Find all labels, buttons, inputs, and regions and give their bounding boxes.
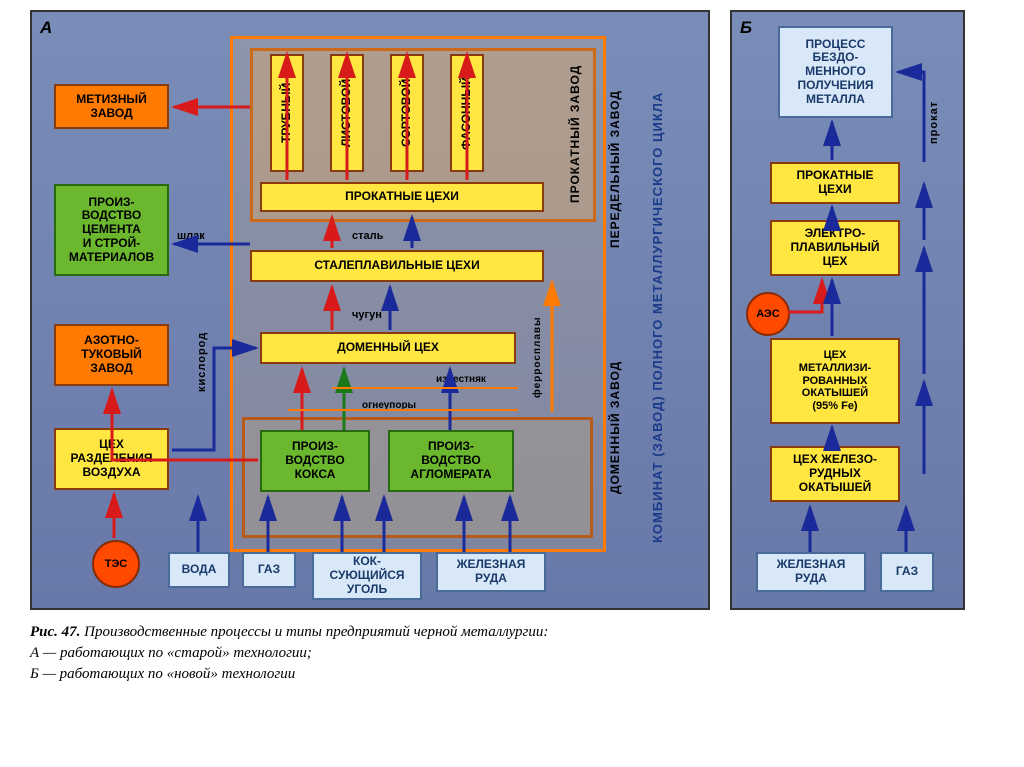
box-aglom: ПРОИЗ- ВОДСТВО АГЛОМЕРАТА	[388, 430, 514, 492]
box-fason: ФАСОННЫЙ	[450, 54, 484, 172]
panel-a-label: А	[40, 18, 52, 38]
box-metaliz: ЦЕХ МЕТАЛЛИЗИ- РОВАННЫХ ОКАТЫШЕЙ (95% Fe…	[770, 338, 900, 424]
label-chugun: чугун	[352, 309, 382, 321]
circle-tes: ТЭС	[92, 540, 140, 588]
vtext-domen-zavod: ДОМЕННЫЙ ЗАВОД	[608, 312, 622, 542]
box-ruda: ЖЕЛЕЗНАЯ РУДА	[436, 552, 546, 592]
box-voda: ВОДА	[168, 552, 230, 588]
box-b-ruda: ЖЕЛЕЗНАЯ РУДА	[756, 552, 866, 592]
box-sort: СОРТОВОЙ	[390, 54, 424, 172]
caption: Рис. 47. Производственные процессы и тип…	[30, 622, 994, 685]
box-elektro: ЭЛЕКТРО- ПЛАВИЛЬНЫЙ ЦЕХ	[770, 220, 900, 276]
box-b-gaz: ГАЗ	[880, 552, 934, 592]
vtext-peredel: ПЕРЕДЕЛЬНЫЙ ЗАВОД	[608, 54, 622, 284]
label-stal: сталь	[352, 230, 383, 242]
label-shlak: шлак	[177, 230, 205, 242]
box-process: ПРОЦЕСС БЕЗДО- МЕННОГО ПОЛУЧЕНИЯ МЕТАЛЛА	[778, 26, 893, 118]
label-ogneupor: огнеупоры	[362, 400, 416, 411]
box-ugol: КОК- СУЮЩИЙСЯ УГОЛЬ	[312, 552, 422, 600]
box-domen: ДОМЕННЫЙ ЦЕХ	[260, 332, 516, 364]
box-zhelez: ЦЕХ ЖЕЛЕЗО- РУДНЫХ ОКАТЫШЕЙ	[770, 446, 900, 502]
box-koks: ПРОИЗ- ВОДСТВО КОКСА	[260, 430, 370, 492]
panel-b: Б ПРОЦЕСС БЕЗДО- МЕННОГО ПОЛУЧЕНИЯ МЕТАЛ…	[730, 10, 965, 610]
box-prokat-ceh: ПРОКАТНЫЕ ЦЕХИ	[260, 182, 544, 212]
box-trub: ТРУБНЫЙ	[270, 54, 304, 172]
circle-aes: АЭС	[746, 292, 790, 336]
label-ferro: ферросплавы	[532, 302, 543, 412]
caption-title: Производственные процессы и типы предпри…	[84, 624, 548, 640]
panel-b-label: Б	[740, 18, 752, 38]
caption-la: А — работающих по «старой» технологии;	[30, 645, 312, 661]
box-metiz: МЕТИЗНЫЙ ЗАВОД	[54, 84, 169, 129]
box-gaz: ГАЗ	[242, 552, 296, 588]
vtext-prokat-zavod: ПРОКАТНЫЙ ЗАВОД	[568, 54, 582, 214]
box-vozduh: ЦЕХ РАЗДЕЛЕНИЯ ВОЗДУХА	[54, 428, 169, 490]
box-list: ЛИСТОВОЙ	[330, 54, 364, 172]
box-cement: ПРОИЗ- ВОДСТВО ЦЕМЕНТА И СТРОЙ- МАТЕРИАЛ…	[54, 184, 169, 276]
caption-fig: Рис. 47.	[30, 624, 80, 640]
caption-lb: Б — работающих по «новой» технологии	[30, 666, 295, 682]
vtext-kombinat: КОМБИНАТ (ЗАВОД) ПОЛНОГО МЕТАЛЛУРГИЧЕСКО…	[650, 52, 665, 582]
label-izvest: известняк	[436, 374, 486, 385]
box-azot: АЗОТНО- ТУКОВЫЙ ЗАВОД	[54, 324, 169, 386]
label-prokat: прокат	[928, 82, 940, 162]
label-kislorod: кислород	[196, 312, 208, 412]
box-stal: СТАЛЕПЛАВИЛЬНЫЕ ЦЕХИ	[250, 250, 544, 282]
box-b-prokat: ПРОКАТНЫЕ ЦЕХИ	[770, 162, 900, 204]
panel-a: А МЕТИЗНЫЙ ЗАВОД ПРОИЗ- ВОДСТВО ЦЕМЕНТА …	[30, 10, 710, 610]
